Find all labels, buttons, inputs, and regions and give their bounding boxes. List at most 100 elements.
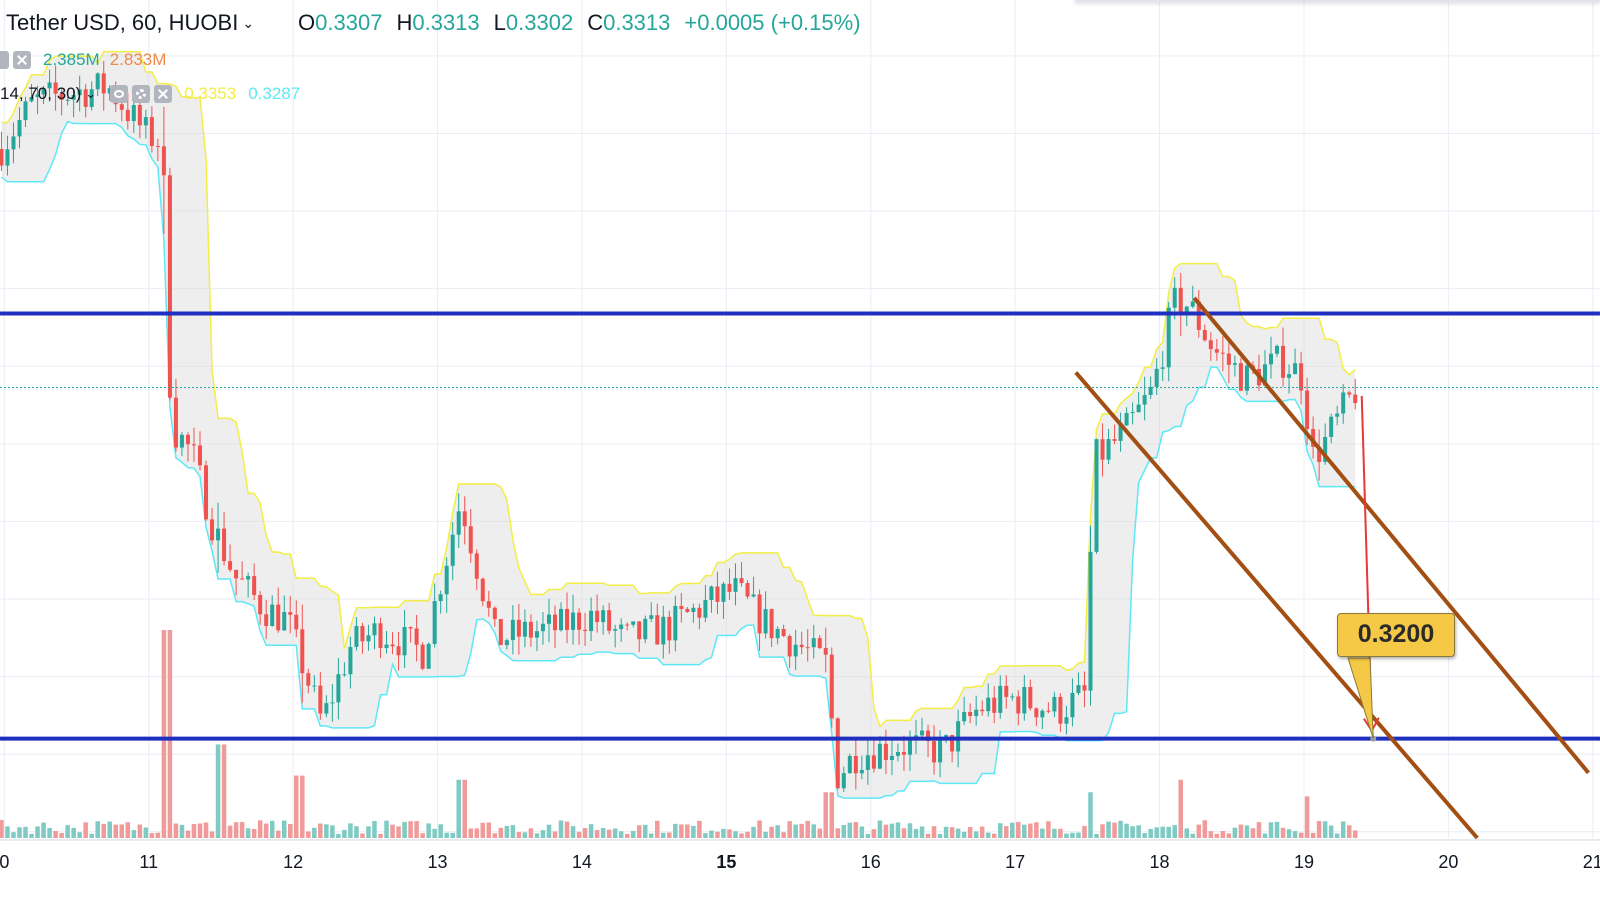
volume-bar <box>997 823 1003 838</box>
volume-bar <box>534 833 540 838</box>
candle-body <box>1347 392 1352 395</box>
volume-bar <box>841 825 847 838</box>
volume-bar <box>685 824 690 838</box>
volume-bar <box>233 822 239 838</box>
candle-body <box>450 534 455 566</box>
volume-bar <box>955 828 961 838</box>
candle-body <box>932 741 937 763</box>
candle-body <box>589 610 594 632</box>
volume-bar <box>348 823 353 838</box>
volume-bar <box>937 833 943 838</box>
candle-body <box>853 755 858 774</box>
candle-body <box>950 735 955 752</box>
candle-body <box>534 631 539 638</box>
volume-bar <box>612 828 618 838</box>
candle-body <box>1317 446 1322 462</box>
candle-body <box>733 578 738 592</box>
volume-bar <box>1352 830 1358 838</box>
candle-body <box>17 120 22 137</box>
volume-bar <box>859 826 865 838</box>
volume-bar <box>667 832 672 838</box>
candle-body <box>414 628 419 645</box>
volume-bar <box>197 823 203 838</box>
candle-body <box>59 93 64 100</box>
candle-body <box>390 644 395 647</box>
high-value: 0.3313 <box>412 10 480 35</box>
indicator-params[interactable]: 14, 70, 30) <box>0 84 82 103</box>
volume-bar <box>5 826 10 838</box>
volume-bar <box>71 827 76 838</box>
volume-bar <box>769 826 774 838</box>
volume-bar <box>402 821 407 838</box>
candle-body <box>763 609 768 634</box>
upper-band-line <box>1 50 1356 728</box>
candle-body <box>89 89 94 107</box>
volume-bar <box>384 820 389 838</box>
candle-body <box>1040 710 1045 718</box>
candle-body <box>781 628 786 637</box>
volume-bar <box>137 824 143 838</box>
lower-band-line <box>0 120 1356 799</box>
candle-body <box>342 674 347 676</box>
candle-body <box>655 615 660 645</box>
candle-body <box>5 149 10 166</box>
volume-bar <box>829 792 835 838</box>
volume-bar <box>1172 825 1177 838</box>
candle-body <box>41 88 46 95</box>
candle-body <box>1214 349 1219 353</box>
volume-bar <box>594 830 600 838</box>
candle-body <box>637 621 642 640</box>
candle-body <box>288 612 293 615</box>
candle-body <box>1052 696 1057 712</box>
volume-bar <box>354 826 359 838</box>
volume-bar <box>1058 828 1063 838</box>
x-tick-label: 21 <box>1583 852 1600 872</box>
volume-bar <box>275 830 281 838</box>
volume-bar <box>1022 824 1027 838</box>
volume-bar <box>618 831 624 838</box>
eye-icon[interactable] <box>110 85 129 103</box>
close-icon[interactable] <box>13 51 31 69</box>
volume-bar <box>444 832 449 838</box>
target-arrow <box>1347 395 1380 742</box>
candle-body <box>1148 386 1153 395</box>
volume-bar <box>1286 829 1292 838</box>
candle-body <box>1076 685 1081 693</box>
candle-body <box>817 638 822 648</box>
chart-header: Tether USD, 60, HUOBI ⌄ O 0.3307 H 0.3313 … <box>6 8 861 38</box>
volume-bar <box>107 821 113 838</box>
low-value: 0.3302 <box>505 10 574 35</box>
volume-bar <box>462 779 467 838</box>
candle-body <box>895 752 900 756</box>
volume-bar <box>287 824 293 838</box>
candle-body <box>107 88 112 94</box>
volume-bar <box>630 830 636 838</box>
candle-body <box>685 608 690 613</box>
candle-body <box>366 635 371 642</box>
volume-bar <box>1028 823 1033 838</box>
candle-body <box>793 644 798 657</box>
candle-body <box>799 644 804 648</box>
chevron-down-icon[interactable]: ⌄ <box>242 14 255 31</box>
candle-body <box>65 99 70 101</box>
candle-body <box>607 610 612 631</box>
volume-bar <box>269 820 275 838</box>
volume-bar <box>1220 830 1226 838</box>
close-icon[interactable] <box>154 85 173 103</box>
volume-bar <box>1292 831 1298 838</box>
volume-bar <box>360 833 365 838</box>
candle-body <box>1220 352 1225 354</box>
candle-body <box>83 89 88 107</box>
gear-icon[interactable] <box>132 85 151 103</box>
volume-bar <box>1124 823 1129 838</box>
target-price-label[interactable]: 0.3200 <box>1337 613 1455 657</box>
symbol-title[interactable]: Tether USD, 60, HUOBI <box>6 10 239 35</box>
volume-bar <box>342 829 347 838</box>
candle-body <box>871 755 876 769</box>
chevron-down-icon[interactable]: ⌄ <box>85 86 97 101</box>
settings-icon[interactable] <box>0 51 9 69</box>
candle-body <box>889 755 894 761</box>
x-tick-label: 20 <box>1438 852 1458 872</box>
candle-body <box>787 636 792 657</box>
